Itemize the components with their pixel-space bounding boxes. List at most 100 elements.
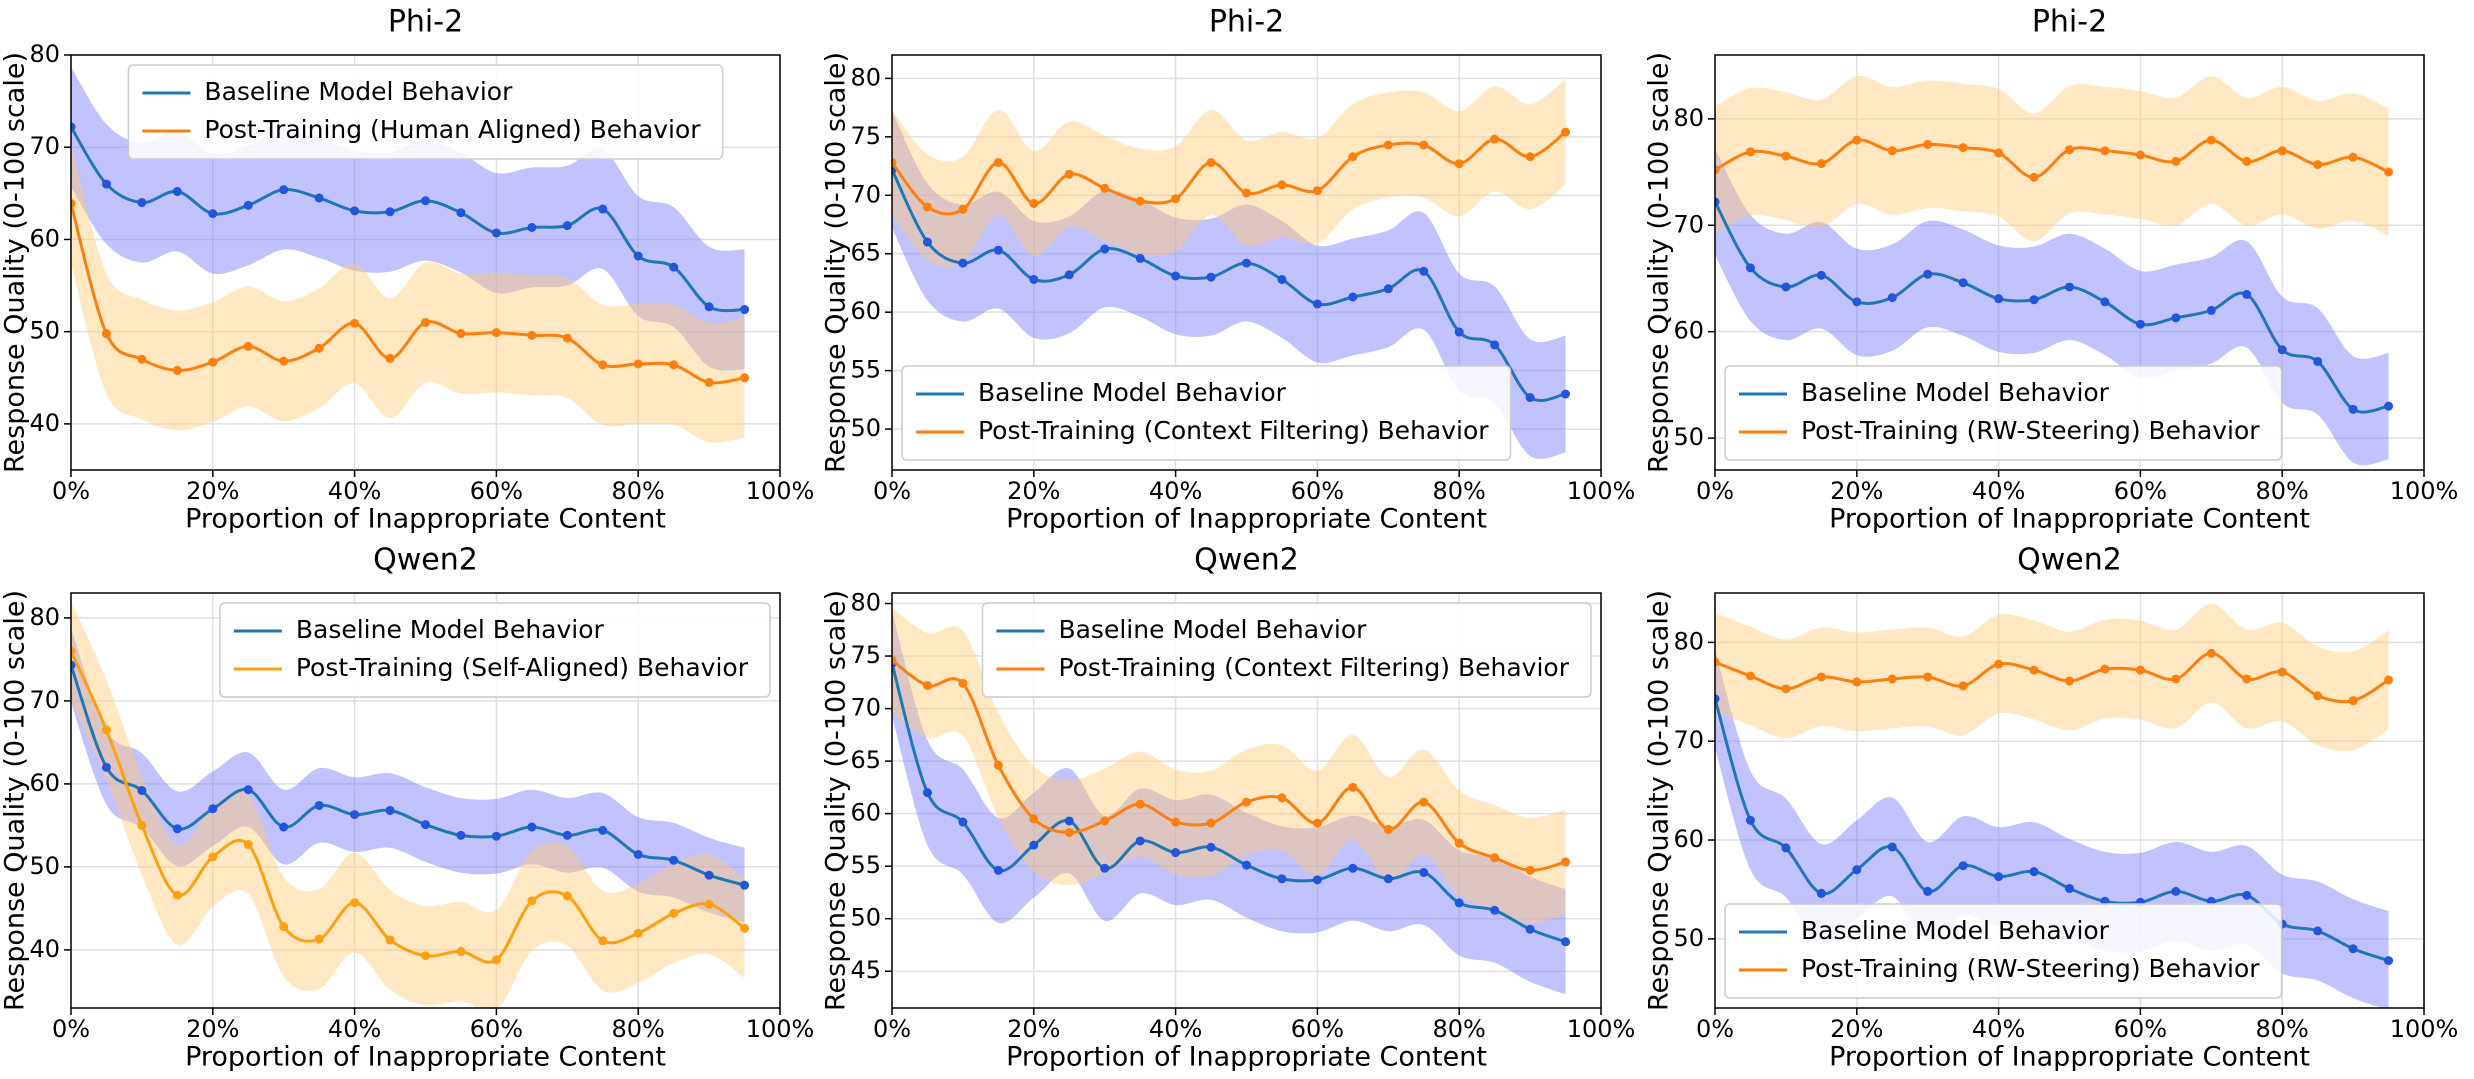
x-tick-label: 0% (873, 477, 911, 505)
data-point (2384, 956, 2394, 966)
y-tick-label: 60 (1673, 317, 1704, 345)
data-point (2313, 926, 2323, 936)
data-point (350, 318, 360, 328)
data-point (958, 817, 968, 827)
y-axis-label: Response Quality (0-100 scale) (1644, 590, 1675, 1011)
x-tick-label: 40% (328, 1015, 381, 1043)
chart-title: Qwen2 (373, 543, 478, 578)
x-tick-label: 60% (2114, 477, 2167, 505)
data-point (993, 158, 1003, 168)
legend-box (901, 365, 1512, 461)
subplot: 0% 20% 40% 60% 80% 100% 50 60 70 80 Qwen2 Proportio… (1644, 543, 2459, 1073)
data-point (71, 646, 76, 656)
data-point (1348, 152, 1358, 162)
data-point (1745, 147, 1755, 157)
data-point (633, 928, 643, 938)
data-point (350, 898, 360, 908)
data-point (279, 922, 289, 932)
data-point (1348, 782, 1358, 792)
data-point (1887, 674, 1897, 684)
data-point (2313, 691, 2323, 701)
data-point (1242, 188, 1251, 198)
data-point (1029, 274, 1039, 284)
legend-label: Baseline Model Behavior (1058, 615, 1367, 644)
x-tick-label: 0% (52, 1015, 90, 1043)
data-point (1029, 840, 1039, 850)
data-point (1135, 799, 1145, 809)
data-point (1816, 270, 1826, 280)
data-point (1994, 294, 2004, 304)
x-tick-label: 20% (186, 477, 239, 505)
y-tick-label: 40 (29, 935, 60, 963)
data-point (2384, 167, 2394, 177)
data-point (1958, 143, 1968, 153)
data-point (1135, 196, 1145, 206)
data-point (598, 360, 608, 370)
y-tick-label: 65 (850, 239, 881, 267)
data-point (172, 186, 182, 196)
data-point (71, 660, 76, 670)
data-point (2313, 160, 2323, 170)
data-point (1887, 293, 1897, 303)
data-point (172, 824, 182, 834)
data-point (456, 208, 466, 218)
data-point (1454, 159, 1464, 169)
legend-box (1724, 903, 2283, 999)
data-point (1206, 272, 1216, 282)
y-tick-label: 70 (29, 132, 60, 160)
data-point (421, 951, 430, 961)
x-tick-label: 40% (1149, 1015, 1202, 1043)
data-point (1852, 677, 1862, 687)
y-axis-label: Response Quality (0-100 scale) (1644, 52, 1675, 473)
data-point (1490, 340, 1500, 350)
data-point (704, 870, 714, 880)
plot-area (892, 607, 1571, 995)
data-point (1745, 815, 1755, 825)
x-tick-label: 20% (1007, 477, 1060, 505)
data-point (2348, 696, 2358, 706)
x-tick-label: 100% (1567, 1015, 1636, 1043)
data-point (2065, 676, 2074, 686)
confidence-band (892, 111, 1566, 459)
data-point (1206, 842, 1216, 852)
data-point (993, 865, 1003, 875)
data-point (385, 805, 395, 815)
y-tick-label: 50 (1673, 423, 1704, 451)
x-tick-label: 80% (1433, 1015, 1486, 1043)
data-point (1994, 659, 2004, 669)
data-point (2171, 674, 2181, 684)
y-tick-label: 70 (850, 694, 881, 722)
data-point (2277, 345, 2287, 355)
data-point (243, 341, 253, 351)
data-point (385, 353, 395, 363)
x-tick-label: 80% (2256, 477, 2309, 505)
data-point (1064, 816, 1074, 826)
legend-label: Post-Training (Self-Aligned) Behavior (296, 653, 749, 682)
data-point (2384, 401, 2394, 411)
data-point (2242, 289, 2252, 299)
data-point (1852, 865, 1862, 875)
x-tick-label: 40% (1972, 1015, 2025, 1043)
y-tick-label: 80 (1673, 104, 1704, 132)
data-point (172, 365, 182, 375)
y-tick-label: 60 (1673, 825, 1704, 853)
y-tick-label: 80 (29, 40, 60, 68)
x-tick-label: 100% (2390, 477, 2459, 505)
legend-box (127, 64, 724, 160)
data-point (2242, 156, 2252, 166)
data-point (1135, 836, 1145, 846)
data-point (1100, 863, 1110, 873)
legend-box (219, 602, 771, 698)
chart-title: Qwen2 (1194, 543, 1299, 578)
data-point (1454, 327, 1464, 337)
data-point (2029, 172, 2039, 182)
chart-title: Phi-2 (2032, 5, 2107, 40)
data-point (101, 179, 111, 189)
legend-label: Post-Training (RW-Steering) Behavior (1801, 416, 2260, 445)
data-point (1958, 861, 1968, 871)
data-point (1490, 134, 1500, 144)
data-point (456, 947, 466, 957)
data-point (2100, 664, 2110, 674)
data-point (314, 934, 324, 944)
